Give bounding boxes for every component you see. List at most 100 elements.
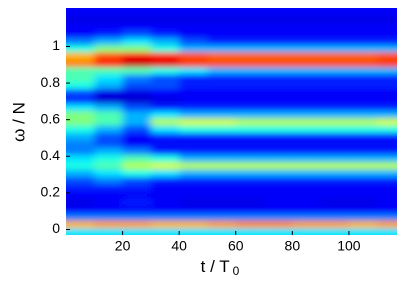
heat-cell <box>207 154 237 163</box>
heat-cell <box>235 176 265 185</box>
heat-cell <box>179 147 208 155</box>
heat-cell <box>207 147 237 155</box>
heat-cell <box>150 66 180 75</box>
heat-cell <box>179 176 208 185</box>
heat-cell <box>179 103 208 112</box>
heat-cell <box>377 176 397 185</box>
heat-cell <box>320 37 350 46</box>
heat-cell <box>235 161 265 170</box>
heat-cell <box>377 37 397 46</box>
heat-cell <box>150 205 180 214</box>
heat-cell <box>348 147 378 155</box>
heat-cell <box>348 183 378 192</box>
heat-cell <box>150 37 180 46</box>
heat-cell <box>377 227 397 235</box>
y-tick-label: 0.8 <box>41 74 61 90</box>
heat-cell <box>235 154 265 163</box>
heat-cell <box>292 81 322 90</box>
heat-cell <box>179 88 208 97</box>
heat-cell <box>264 110 293 119</box>
heat-cell <box>377 22 397 31</box>
heat-cell <box>122 220 152 229</box>
heat-cell <box>94 125 124 133</box>
heat-cell <box>348 132 378 141</box>
heat-cell <box>320 220 350 229</box>
heat-cell <box>320 15 350 24</box>
heat-cell <box>377 191 397 199</box>
heat-cell <box>207 8 237 16</box>
heat-cell <box>122 117 152 126</box>
heat-cell <box>264 161 293 170</box>
heat-cell <box>150 154 180 163</box>
heat-cell <box>348 73 378 82</box>
heat-cell <box>264 51 293 60</box>
heat-cell <box>292 117 322 126</box>
heat-cell <box>320 88 350 97</box>
heat-cell <box>235 220 265 229</box>
heat-cell <box>292 169 322 177</box>
heat-cell <box>235 15 265 24</box>
y-axis-label: ω / N <box>9 102 28 142</box>
heat-cell <box>179 169 208 177</box>
heat-cell <box>179 139 208 148</box>
heat-cell <box>348 198 378 207</box>
heat-cell <box>207 81 237 90</box>
heat-cell <box>292 176 322 185</box>
heat-cell <box>150 176 180 185</box>
heat-cell <box>264 117 293 126</box>
heat-cell <box>122 37 152 46</box>
heat-cell <box>94 37 124 46</box>
heat-cell <box>348 125 378 133</box>
heat-cell <box>150 191 180 199</box>
heat-cell <box>207 51 237 60</box>
heat-cell <box>264 95 293 104</box>
heat-cell <box>66 44 95 53</box>
heat-cell <box>264 176 293 185</box>
heat-cell <box>320 191 350 199</box>
heat-cell <box>122 227 152 235</box>
heat-cell <box>179 213 208 221</box>
heat-cell <box>320 110 350 119</box>
heat-cell <box>122 15 152 24</box>
heat-cell <box>179 44 208 53</box>
heat-cell <box>320 169 350 177</box>
heat-cell <box>150 15 180 24</box>
heat-cell <box>235 37 265 46</box>
heat-cell <box>66 59 95 68</box>
heat-cell <box>292 110 322 119</box>
heat-cell <box>348 227 378 235</box>
heat-cell <box>320 205 350 214</box>
y-tick-label: 0.4 <box>41 147 61 163</box>
heat-cell <box>292 8 322 16</box>
heat-cell <box>94 117 124 126</box>
heat-cell <box>235 147 265 155</box>
heat-cell <box>320 147 350 155</box>
heat-cell <box>179 154 208 163</box>
heat-cell <box>150 198 180 207</box>
heat-cell <box>235 81 265 90</box>
heat-cell <box>264 139 293 148</box>
heat-cell <box>122 110 152 119</box>
heat-cell <box>235 205 265 214</box>
heat-cell <box>292 125 322 133</box>
heat-cell <box>292 139 322 148</box>
heat-cell <box>377 205 397 214</box>
heat-cell <box>235 95 265 104</box>
heat-cell <box>66 95 95 104</box>
heat-cell <box>264 66 293 75</box>
heat-cell <box>122 29 152 38</box>
heat-cell <box>207 176 237 185</box>
heat-cell <box>377 198 397 207</box>
heat-cell <box>122 154 152 163</box>
heat-cell <box>122 132 152 141</box>
heat-cell <box>292 183 322 192</box>
heat-cell <box>264 8 293 16</box>
heat-cell <box>150 147 180 155</box>
heat-cell <box>179 227 208 235</box>
heat-cell <box>292 220 322 229</box>
heat-cell <box>235 103 265 112</box>
heat-cell <box>377 103 397 112</box>
heat-cell <box>179 66 208 75</box>
heat-cell <box>207 66 237 75</box>
